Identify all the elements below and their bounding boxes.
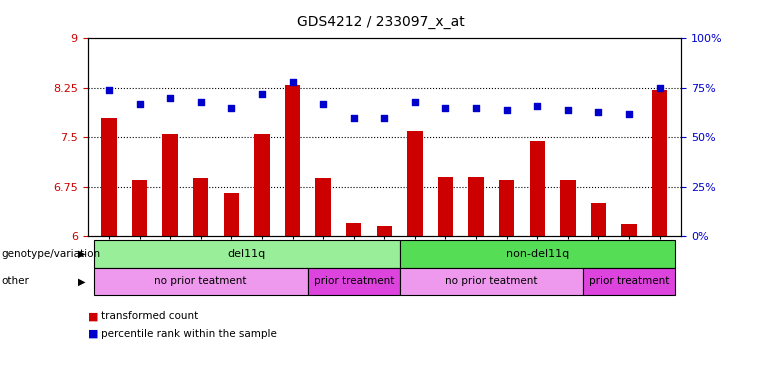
Bar (560, 180, 575, 236)
Text: prior treatment: prior treatment (589, 276, 669, 286)
Text: ▶: ▶ (78, 276, 85, 286)
Text: transformed count: transformed count (101, 311, 199, 321)
Point (592, 109, 604, 115)
Text: GDS4212 / 233097_x_at: GDS4212 / 233097_x_at (297, 15, 464, 29)
Text: ■: ■ (88, 329, 101, 339)
Bar (591, 203, 606, 236)
Point (164, 94, 177, 101)
Text: ■: ■ (88, 311, 101, 321)
Point (654, 85, 666, 91)
Point (623, 111, 635, 117)
Bar (652, 90, 667, 236)
Text: genotype/variation: genotype/variation (2, 249, 100, 259)
Bar (469, 177, 484, 236)
Point (195, 99, 207, 105)
Point (409, 99, 421, 105)
Point (562, 106, 574, 113)
Bar (377, 226, 392, 236)
Bar (530, 141, 545, 236)
Text: del11q: del11q (228, 249, 266, 259)
Text: other: other (2, 276, 30, 286)
Bar (499, 180, 514, 236)
Bar (407, 131, 422, 236)
Point (378, 114, 390, 121)
Bar (254, 134, 269, 236)
Bar (163, 134, 178, 236)
Point (286, 79, 298, 85)
Point (439, 104, 451, 111)
Point (225, 104, 237, 111)
Bar (101, 118, 116, 236)
Text: prior treatment: prior treatment (314, 276, 394, 286)
Point (470, 104, 482, 111)
Bar (316, 178, 331, 236)
Bar (132, 180, 147, 236)
Point (317, 101, 330, 107)
Point (133, 101, 145, 107)
Text: percentile rank within the sample: percentile rank within the sample (101, 329, 277, 339)
Text: no prior teatment: no prior teatment (445, 276, 537, 286)
Bar (285, 84, 300, 236)
Point (103, 87, 115, 93)
Bar (193, 178, 209, 236)
Bar (622, 224, 637, 236)
Point (501, 106, 513, 113)
Text: ▶: ▶ (78, 249, 85, 259)
Point (348, 114, 360, 121)
Bar (224, 193, 239, 236)
Text: no prior teatment: no prior teatment (154, 276, 247, 286)
Bar (438, 177, 453, 236)
Point (531, 103, 543, 109)
Bar (346, 223, 361, 236)
Point (256, 91, 268, 97)
Text: non-del11q: non-del11q (505, 249, 569, 259)
